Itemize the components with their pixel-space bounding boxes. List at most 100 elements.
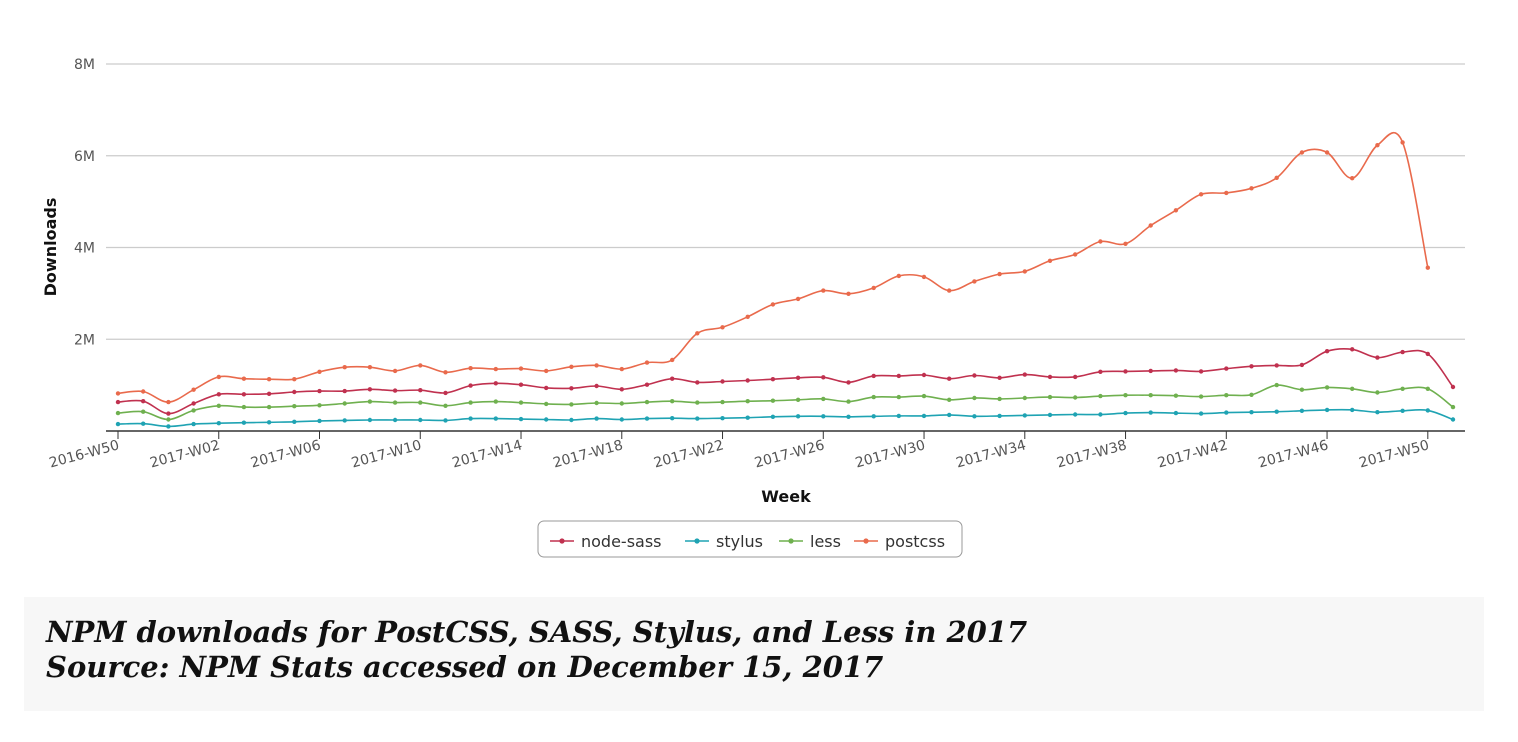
less-point [1274, 382, 1279, 388]
stylus-point [770, 414, 776, 419]
node-sass-point [493, 381, 498, 386]
less-point [342, 401, 347, 406]
x-tick-label: 2017-W10 [350, 437, 423, 471]
stylus-point [1224, 410, 1229, 415]
stylus-point [871, 414, 876, 419]
stylus-point [1425, 408, 1431, 413]
stylus-point [392, 417, 398, 423]
node-sass-point [544, 385, 549, 391]
node-sass-point [115, 399, 121, 405]
less-point [644, 399, 650, 405]
stylus-point [1400, 408, 1405, 413]
postcss-point [392, 368, 398, 374]
node-sass-point [1299, 362, 1305, 368]
x-tick-label: 2017-W46 [1257, 437, 1331, 471]
y-tick-label: 2M [74, 332, 95, 348]
less-point [795, 397, 801, 402]
stylus-point [241, 420, 247, 425]
stylus-point [720, 416, 725, 421]
stylus-point [141, 421, 146, 426]
less-point [191, 408, 196, 413]
legend-swatch-dot [559, 538, 565, 544]
postcss-point [997, 271, 1002, 277]
stylus-point [443, 418, 448, 423]
less-point [1249, 392, 1254, 397]
x-axis-title: Week [761, 487, 811, 506]
postcss-point [972, 279, 977, 284]
node-sass-point [518, 382, 524, 387]
stylus-point [670, 416, 675, 421]
legend-swatch-dot [694, 538, 700, 544]
postcss-point [166, 399, 171, 405]
node-sass-point [947, 376, 952, 381]
node-sass-point [1198, 369, 1204, 374]
postcss-point [1425, 265, 1431, 270]
less-point [468, 400, 473, 405]
node-sass-point [1173, 368, 1179, 373]
less-point [1324, 385, 1330, 390]
legend-label: node-sass [581, 532, 662, 551]
less-point [241, 404, 247, 410]
less-point [317, 403, 322, 408]
x-axis-ticks: 2016-W50 2017-W02 2017-W06 2017-W10 2017-W14… [48, 431, 1431, 471]
stylus-point [821, 414, 826, 419]
node-sass-point [670, 376, 675, 381]
less-point [1400, 386, 1405, 391]
legend: node-sass stylus less postcss [537, 520, 963, 558]
y-tick-label: 6M [74, 149, 95, 165]
stylus-point [795, 414, 801, 419]
less-point [619, 401, 624, 406]
stylus-point [619, 417, 624, 422]
less-point [695, 400, 700, 405]
legend-item-stylus[interactable]: stylus [685, 532, 763, 551]
series-postcss [115, 131, 1431, 405]
less-point [921, 393, 927, 399]
legend-label: postcss [885, 532, 945, 551]
less-point [1123, 393, 1128, 398]
postcss-point [1173, 208, 1179, 213]
postcss-point [443, 370, 448, 375]
stylus-point [997, 413, 1002, 419]
postcss-point [670, 357, 675, 363]
less-point [569, 402, 574, 407]
postcss-point [594, 363, 599, 368]
legend-swatch-dot [788, 538, 794, 544]
legend-item-less[interactable]: less [779, 532, 841, 551]
node-sass-point [468, 383, 473, 388]
node-sass-point [619, 387, 624, 392]
postcss-line [117, 131, 1429, 403]
node-sass-point [896, 373, 901, 379]
less-point [770, 398, 776, 403]
less-point [292, 404, 297, 409]
postcss-point [1198, 192, 1204, 197]
stylus-point [1450, 417, 1456, 422]
less-point [1173, 393, 1179, 398]
postcss-point [141, 389, 146, 394]
less-point [972, 395, 977, 401]
y-axis-title: Downloads [41, 198, 60, 297]
node-sass-point [1324, 349, 1330, 354]
node-sass-point [745, 378, 750, 383]
node-sass-point [392, 388, 398, 393]
stylus-point [166, 424, 171, 429]
stylus-point [544, 417, 549, 422]
x-tick-label: 2017-W42 [1156, 437, 1229, 471]
legend-item-node-sass[interactable]: node-sass [550, 532, 662, 551]
node-sass-point [846, 380, 851, 385]
node-sass-point [166, 411, 171, 416]
node-sass-point [216, 392, 221, 397]
postcss-point [342, 365, 347, 370]
legend-item-postcss[interactable]: postcss [854, 532, 945, 551]
node-sass-point [821, 375, 826, 380]
y-axis-ticks: 2M 4M 6M 8M [74, 57, 95, 348]
postcss-point [1047, 258, 1053, 263]
stylus-point [1324, 407, 1330, 413]
node-sass-point [720, 379, 725, 384]
stylus-point [1249, 410, 1254, 415]
postcss-point [871, 285, 876, 291]
postcss-point [1400, 140, 1405, 145]
stylus-point [1274, 409, 1279, 414]
node-sass-point [266, 391, 272, 396]
node-sass-point [1274, 363, 1279, 368]
node-sass-point [972, 373, 977, 378]
